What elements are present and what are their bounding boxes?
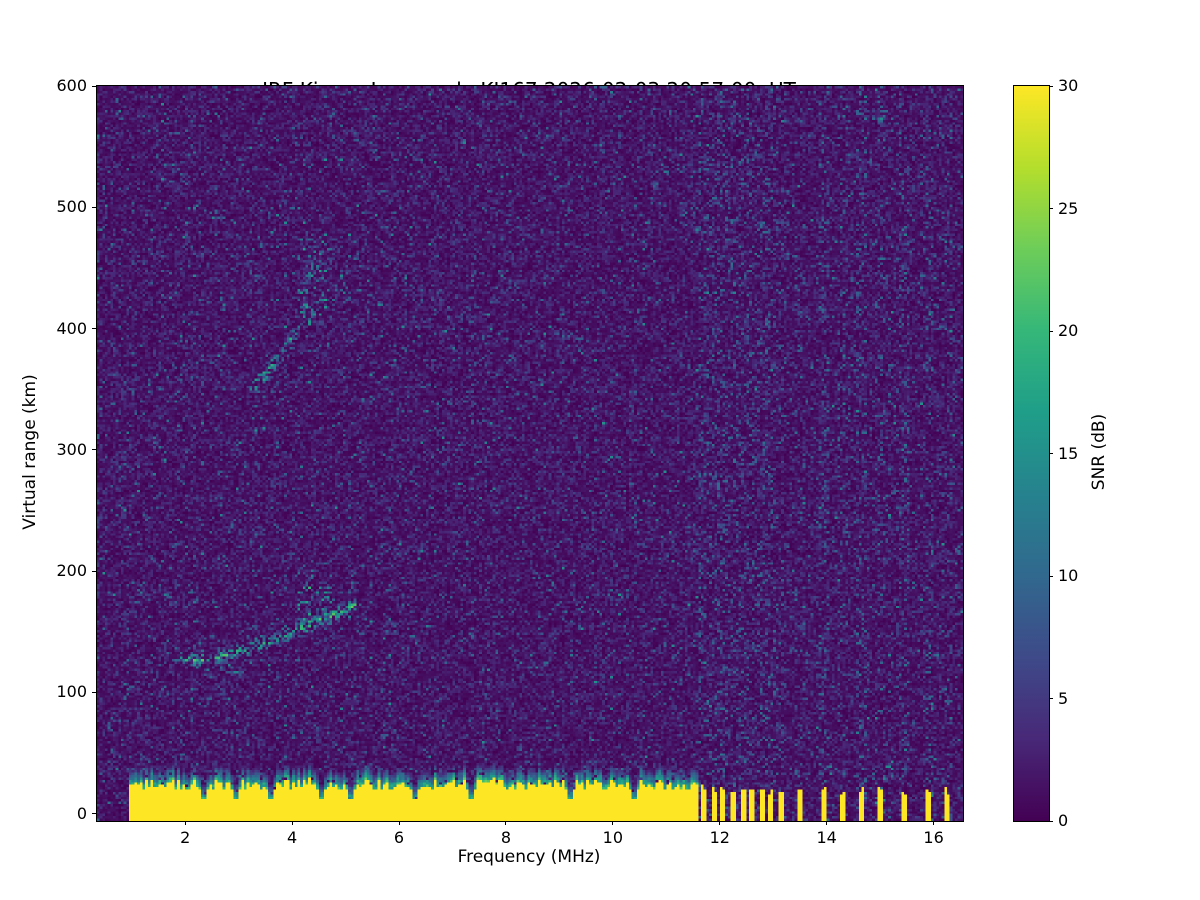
- y-tick-mark: [92, 206, 96, 208]
- x-tick-mark: [398, 821, 400, 825]
- y-tick-mark: [92, 813, 96, 815]
- y-tick-label: 300: [56, 439, 87, 459]
- x-tick-mark: [826, 821, 828, 825]
- y-tick-mark: [92, 85, 96, 87]
- y-tick-label: 200: [56, 561, 87, 581]
- colorbar-tick-mark: [1049, 820, 1053, 822]
- colorbar-tick-label: 5: [1058, 688, 1069, 708]
- y-tick-mark: [92, 570, 96, 572]
- x-tick-mark: [291, 821, 293, 825]
- x-tick-label: 2: [180, 828, 191, 847]
- colorbar-gradient: [1014, 86, 1049, 821]
- colorbar-tick-label: 0: [1058, 811, 1069, 830]
- y-tick-mark: [92, 449, 96, 451]
- y-tick-label: 400: [56, 318, 87, 338]
- y-tick-mark: [92, 691, 96, 693]
- y-tick-label: 100: [56, 682, 87, 702]
- colorbar-tick-label: 15: [1058, 443, 1079, 463]
- x-tick-label: 14: [816, 828, 837, 847]
- colorbar-tick-label: 30: [1058, 76, 1079, 95]
- y-tick-label: 500: [56, 197, 87, 217]
- colorbar-tick-mark: [1049, 453, 1053, 454]
- x-tick-mark: [505, 821, 507, 825]
- colorbar-tick-mark: [1049, 85, 1053, 87]
- y-tick-label: 0: [76, 803, 87, 823]
- colorbar-tick-mark: [1049, 208, 1053, 209]
- colorbar-tick-label: 25: [1058, 198, 1079, 218]
- ionogram-heatmap: [97, 86, 963, 821]
- colorbar-tick-mark: [1049, 330, 1053, 332]
- x-tick-label: 16: [923, 828, 944, 847]
- colorbar-tick-label: 10: [1058, 566, 1079, 585]
- x-tick-label: 4: [287, 828, 298, 847]
- plot-area: 2 4 6 8 10 12 14 16 0 100 200 300 400 500 600: [56, 76, 964, 847]
- colorbar-tick-mark: [1049, 575, 1053, 577]
- colorbar-label: SNR (dB): [1089, 413, 1109, 491]
- x-tick-mark: [719, 821, 721, 825]
- x-tick-mark: [933, 821, 935, 825]
- x-tick-mark: [184, 821, 186, 825]
- colorbar: 0 5 10 15 20 25 30: [1013, 76, 1078, 830]
- y-tick-label: 600: [56, 76, 87, 95]
- x-tick-label: 12: [709, 828, 730, 847]
- x-tick-mark: [612, 821, 614, 825]
- colorbar-tick-label: 20: [1058, 321, 1079, 340]
- y-tick-mark: [92, 328, 96, 330]
- x-tick-label: 10: [602, 828, 624, 847]
- colorbar-tick-mark: [1049, 698, 1053, 699]
- x-tick-label: 6: [393, 828, 405, 847]
- x-tick-label: 8: [500, 828, 512, 847]
- x-axis-label: Frequency (MHz): [457, 847, 601, 867]
